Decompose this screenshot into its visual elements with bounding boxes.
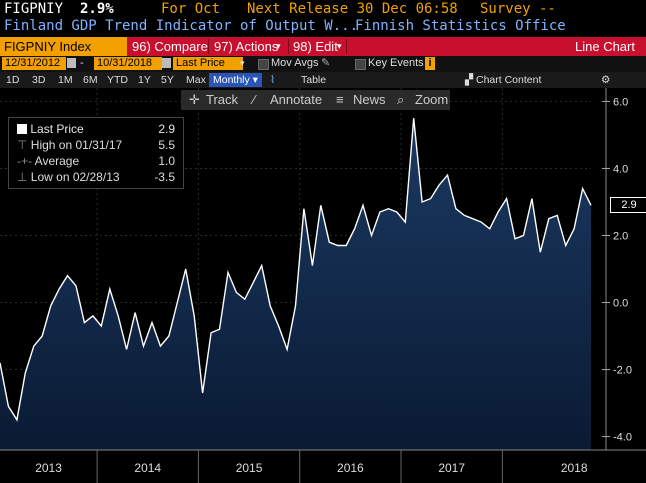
high-marker-icon: ⊤ <box>17 138 28 152</box>
zoom-button[interactable]: Zoom <box>415 92 449 107</box>
y-axis: 6.0 4.0 2.0 0.0 -2.0 -4.0 <box>602 88 632 450</box>
chart-area[interactable]: 6.04.02.00.0-2.0-4.0 2013 2014 2015 2016 201… <box>0 88 646 483</box>
legend-low-value: -3.5 <box>154 170 175 184</box>
legend-high-row: ⊤ High on 01/31/17 <box>17 138 123 152</box>
last-price-label: 2.9 <box>610 197 646 213</box>
annotate-button[interactable]: Annotate <box>270 92 323 107</box>
period-max[interactable]: Max <box>186 74 206 86</box>
compare-button[interactable]: 96) Compare <box>132 39 208 54</box>
frequency-selector[interactable]: Monthly ▾ <box>209 73 262 87</box>
settings-gear-icon[interactable]: ⚙ <box>601 74 611 86</box>
ticker-symbol: FIGPNIY <box>4 1 64 17</box>
zoom-icon[interactable]: ⌕ <box>397 92 405 107</box>
news-icon[interactable]: ≡ <box>336 92 344 107</box>
mov-avgs-label: Mov Avgs <box>271 57 319 69</box>
x-tick-label: 2017 <box>438 461 465 475</box>
legend-high-value: 5.5 <box>158 138 175 152</box>
x-tick-label: 2014 <box>134 461 161 475</box>
annotate-icon[interactable]: ⁄ <box>253 92 256 107</box>
legend-avg-value: 1.0 <box>158 154 175 168</box>
info-icon[interactable]: i <box>425 57 435 70</box>
edit-dropdown-icon[interactable]: ▾ <box>337 41 342 51</box>
field-selector[interactable]: Last Price <box>173 57 243 70</box>
y-tick-label: 2.0 <box>613 230 628 242</box>
table-button[interactable]: Table <box>301 74 327 86</box>
end-date-field[interactable]: 10/31/2018 <box>94 57 162 70</box>
period-6m[interactable]: 6M <box>83 74 98 86</box>
pencil-icon[interactable]: ✎ <box>321 57 331 69</box>
field-dropdown-icon[interactable]: ▾ <box>240 58 245 68</box>
header-row: FIGPNIY 2.9% For Oct Next Release 30 Dec… <box>0 0 646 19</box>
legend-last-value: 2.9 <box>158 122 175 136</box>
y-tick-label: 0.0 <box>613 298 628 310</box>
calendar-icon[interactable] <box>67 58 76 68</box>
y-tick-label: 6.0 <box>613 96 628 108</box>
mov-avgs-checkbox[interactable] <box>258 59 269 70</box>
period-1d[interactable]: 1D <box>6 74 20 86</box>
y-tick-label: 4.0 <box>613 163 628 175</box>
white-square-icon <box>17 124 27 134</box>
line-chart-icon[interactable]: ⌇ <box>270 74 276 86</box>
crosshair-icon[interactable]: ✛ <box>189 92 200 107</box>
calendar-icon[interactable] <box>162 58 171 68</box>
period-ytd[interactable]: YTD <box>107 74 128 86</box>
series-area <box>0 118 591 450</box>
survey: Survey -- <box>480 1 556 17</box>
actions-dropdown-icon[interactable]: ▾ <box>276 41 281 51</box>
source-name: Finnish Statistics Office <box>355 18 566 34</box>
next-release: Next Release 30 Dec 06:58 <box>247 1 458 17</box>
actions-button[interactable]: 97) Actions <box>214 39 279 54</box>
key-events-label: Key Events <box>368 57 424 69</box>
x-tick-label: 2015 <box>236 461 263 475</box>
x-axis-band <box>0 450 646 483</box>
key-events-checkbox[interactable] <box>355 59 366 70</box>
x-tick-label: 2016 <box>337 461 364 475</box>
x-tick-label: 2013 <box>35 461 62 475</box>
track-button[interactable]: Track <box>206 92 239 107</box>
security-description: Finland GDP Trend Indicator of Output W.… <box>4 18 359 34</box>
x-axis: 2013 2014 2015 2016 2017 2018 <box>0 449 646 483</box>
y-tick-label: -2.0 <box>613 365 632 377</box>
series-line <box>0 118 592 422</box>
legend-low-row: ⊥ Low on 02/28/13 <box>17 170 120 184</box>
chart-toolbar: ✛ Track ⁄ Annotate ≡ News ⌕ Zoom <box>181 90 450 110</box>
period-5y[interactable]: 5Y <box>161 74 174 86</box>
menu-bar: FIGPNIY Index 96) Compare 97) Actions ▾ … <box>0 37 646 56</box>
start-date-field[interactable]: 12/31/2012 <box>2 57 66 70</box>
security-input[interactable]: FIGPNIY Index <box>0 37 127 56</box>
edit-button[interactable]: 98) Edit <box>293 39 338 54</box>
options-bar: 12/31/2012 - 10/31/2018 Last Price ▾ Mov… <box>0 56 646 72</box>
x-tick-label: 2018 <box>561 461 588 475</box>
last-value: 2.9% <box>80 1 114 17</box>
for-period: For Oct <box>161 1 221 17</box>
legend: Last Price 2.9 ⊤ High on 01/31/17 5.5 -+… <box>8 117 184 189</box>
legend-avg-row: -+- Average <box>17 154 80 168</box>
legend-last-row: Last Price <box>17 122 84 136</box>
chart-type-label: Line Chart <box>575 39 635 54</box>
y-tick-label: -4.0 <box>613 432 632 444</box>
period-bar: 1D 3D 1M 6M YTD 1Y 5Y Max Monthly ▾ ⌇ Ta… <box>0 72 646 88</box>
period-1m[interactable]: 1M <box>58 74 73 86</box>
low-marker-icon: ⊥ <box>17 170 28 184</box>
chart-content-icon[interactable]: ▞ <box>465 74 474 86</box>
period-3d[interactable]: 3D <box>32 74 46 86</box>
description-row: Finland GDP Trend Indicator of Output W.… <box>0 18 646 37</box>
news-button[interactable]: News <box>353 92 386 107</box>
average-marker-icon: -+- <box>17 154 32 168</box>
chart-content-button[interactable]: Chart Content <box>476 74 542 86</box>
period-1y[interactable]: 1Y <box>138 74 151 86</box>
